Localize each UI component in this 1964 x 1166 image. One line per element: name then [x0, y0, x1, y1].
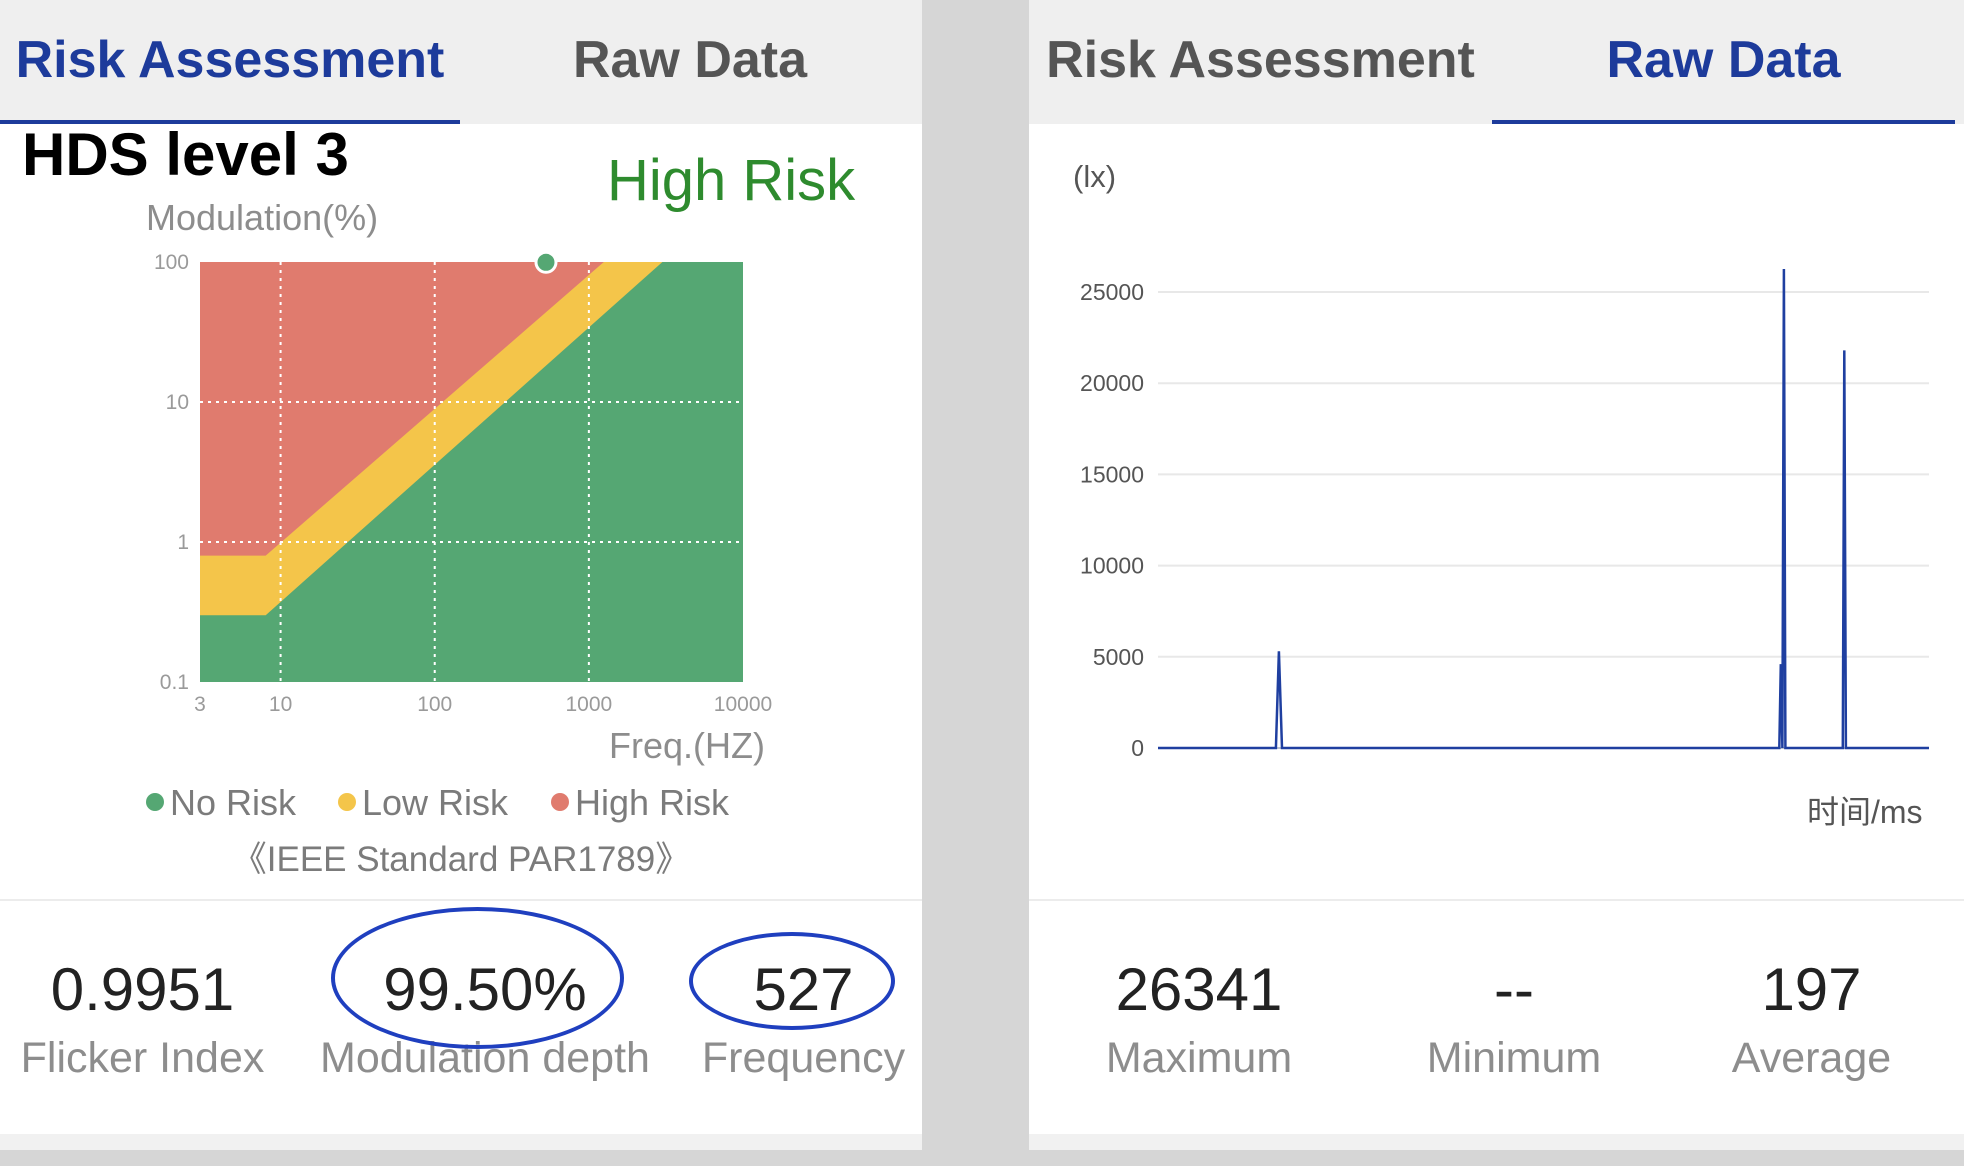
legend-label: High Risk — [575, 782, 730, 823]
maximum-stat: 26341 Maximum — [1029, 952, 1369, 1088]
modulation-depth-stat: 99.50% Modulation depth — [285, 952, 685, 1088]
minimum-value: -- — [1494, 956, 1534, 1023]
divider — [1029, 899, 1964, 901]
tab-label: Risk Assessment — [1046, 31, 1475, 89]
modulation-depth-label: Modulation depth — [320, 1034, 650, 1082]
frequency-value: 527 — [753, 956, 854, 1023]
tab-label: Risk Assessment — [15, 31, 445, 89]
divider — [0, 899, 922, 901]
legend-no-risk: No Risk — [146, 778, 296, 828]
y-axis-unit: (lx) — [1073, 159, 1117, 194]
y-tick-label: 10 — [166, 391, 189, 414]
tab-raw-data[interactable]: Raw Data — [460, 0, 920, 124]
average-stat: 197 Average — [1659, 952, 1964, 1088]
risk-assessment-panel: Risk Assessment Raw Data HDS level 3 Hig… — [0, 0, 922, 1150]
minimum-label: Minimum — [1426, 1034, 1602, 1082]
legend-dot — [338, 793, 356, 812]
legend-dot — [551, 793, 569, 812]
average-value: 197 — [1761, 956, 1862, 1023]
y-tick-label: 25000 — [1080, 279, 1144, 305]
y-tick-label: 15000 — [1080, 461, 1144, 487]
maximum-label: Maximum — [1105, 1034, 1293, 1082]
y-tick-label: 0.1 — [160, 671, 189, 694]
legend-dot — [146, 793, 164, 812]
x-tick-label: 100 — [417, 693, 452, 716]
tab-bar: Risk Assessment Raw Data — [1029, 0, 1964, 124]
tab-risk-assessment[interactable]: Risk Assessment — [0, 0, 460, 124]
tab-risk-assessment[interactable]: Risk Assessment — [1029, 0, 1492, 124]
y-tick-label: 5000 — [1093, 644, 1144, 670]
x-axis-title: Freq.(HZ) — [609, 725, 765, 766]
raw-data-chart: 050001000015000200002500004812162024 — [1080, 268, 1929, 760]
y-tick-label: 20000 — [1080, 370, 1144, 396]
x-axis-title: 时间/ms — [1807, 794, 1923, 830]
bottom-strip — [1029, 1134, 1964, 1150]
frequency-label: Frequency — [701, 1034, 906, 1082]
average-label: Average — [1731, 1034, 1892, 1082]
x-tick-label: 10000 — [714, 693, 772, 716]
tab-label: Raw Data — [1606, 31, 1841, 89]
chart-grid — [1158, 291, 1929, 749]
y-tick-label: 1 — [177, 531, 189, 554]
tab-raw-data[interactable]: Raw Data — [1492, 0, 1955, 124]
standard-reference: 《IEEE Standard PAR1789》 — [231, 840, 691, 879]
flicker-index-stat: 0.9951 Flicker Index — [0, 952, 285, 1088]
y-tick-label: 0 — [1131, 735, 1144, 760]
axis-ticks: 050001000015000200002500004812162024 — [1080, 279, 1144, 760]
tab-label: Raw Data — [572, 31, 808, 89]
x-tick-label: 3 — [194, 693, 206, 716]
risk-level-label: High Risk — [607, 148, 856, 213]
y-tick-label: 100 — [154, 251, 189, 274]
x-tick-label: 10 — [269, 693, 292, 716]
minimum-stat: -- Minimum — [1369, 952, 1659, 1088]
flicker-index-label: Flicker Index — [20, 1034, 265, 1082]
legend-label: Low Risk — [362, 782, 509, 823]
legend-label: No Risk — [170, 782, 297, 823]
measurement-point — [534, 250, 558, 274]
risk-chart: 3 10 100 1000 10000 100 10 1 0.1 — [154, 250, 772, 716]
frequency-stat: 527 Frequency — [685, 952, 922, 1088]
y-axis-title: Modulation(%) — [146, 197, 379, 238]
maximum-value: 26341 — [1115, 956, 1283, 1023]
modulation-depth-value: 99.50% — [383, 956, 587, 1023]
bottom-strip — [0, 1134, 922, 1150]
active-tab-indicator — [1492, 120, 1955, 124]
legend-low-risk: Low Risk — [338, 778, 508, 828]
flicker-index-value: 0.9951 — [50, 956, 235, 1023]
x-tick-label: 1000 — [566, 693, 613, 716]
light-intensity-series-line — [1158, 268, 1929, 750]
tab-bar: Risk Assessment Raw Data — [0, 0, 922, 124]
no-risk-region — [200, 262, 743, 682]
axis-ticks: 3 10 100 1000 10000 100 10 1 0.1 — [154, 251, 772, 716]
y-tick-label: 10000 — [1080, 553, 1144, 579]
hds-level-title: HDS level 3 — [22, 121, 349, 188]
active-tab-indicator — [0, 120, 460, 124]
raw-data-panel: Risk Assessment Raw Data (lx) 0 5000 10000… — [1029, 0, 1964, 1150]
chart-grid — [200, 262, 743, 682]
legend-high-risk: High Risk — [551, 778, 729, 828]
